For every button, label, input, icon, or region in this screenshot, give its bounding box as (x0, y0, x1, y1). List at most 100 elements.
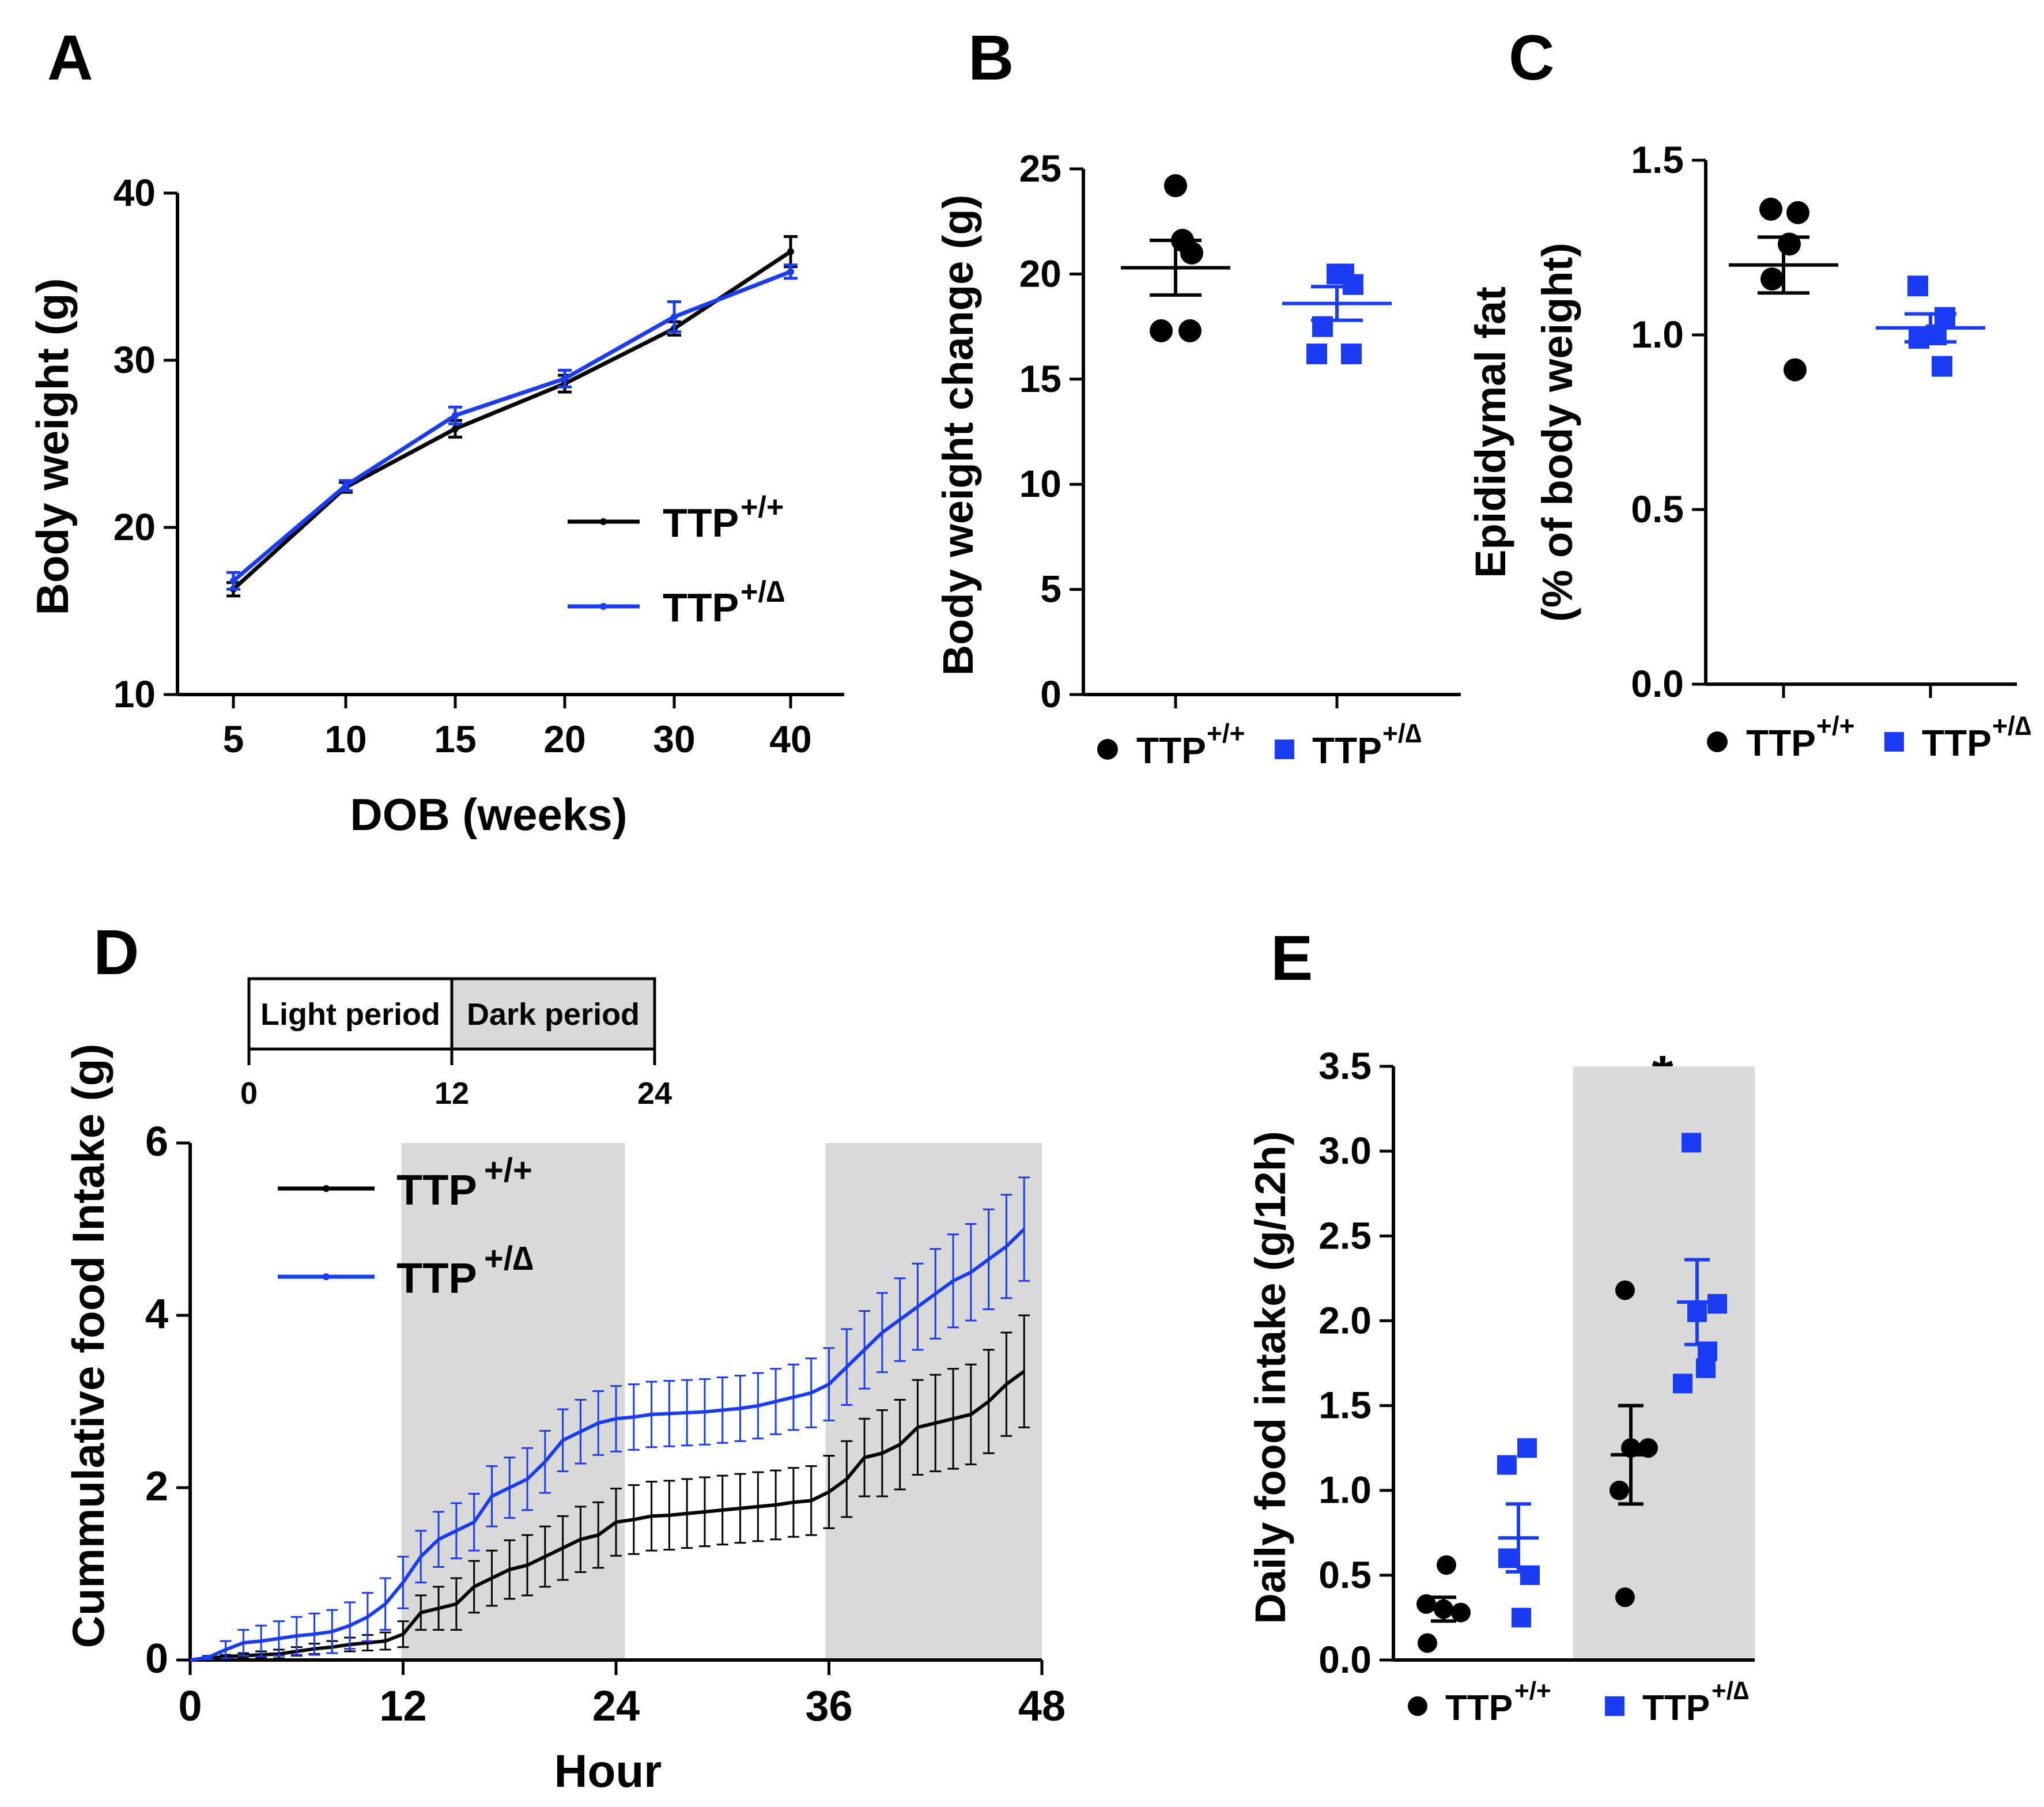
panel-a-point (230, 577, 237, 584)
panel-d-dark-period-region (825, 1143, 1042, 1660)
panel-e-y-tick-label: 1.5 (1318, 1384, 1372, 1427)
panel-a-point (452, 425, 459, 432)
panel-d-series-line (190, 1370, 1025, 1662)
panel-a-point (561, 375, 568, 382)
dark-period-box (450, 977, 656, 1051)
panel-e-legend-marker (1605, 1696, 1624, 1716)
panel-c-data-point (1932, 356, 1952, 377)
panel-d-x-tick-label: 24 (592, 1682, 640, 1730)
panel-b-data-point (1150, 319, 1173, 342)
panel-c-data-point (1784, 358, 1807, 382)
period-bar: Light period Dark period 0 12 24 (240, 977, 672, 1111)
panel-c-data-point (1759, 197, 1782, 221)
panel-b-data-point (1341, 344, 1362, 365)
panel-a-point (342, 482, 349, 489)
panel-c-data-point (1786, 201, 1809, 224)
panel-d-x-title: Hour (554, 1745, 662, 1797)
panel-e-data-point (1638, 1438, 1658, 1458)
panel-label-e: E (1271, 923, 1313, 994)
panel-e-dark-period-region (1573, 1066, 1755, 1660)
panel-b-legend-label: TTP (1136, 730, 1206, 771)
panel-e-data-point (1609, 1480, 1629, 1500)
panel-a-series-line (232, 270, 792, 583)
panel-b-y-tick-label: 10 (1019, 462, 1061, 505)
panel-c-data-point (1760, 267, 1784, 291)
panel-e-y-tick-label: 3.0 (1318, 1129, 1372, 1172)
dark-period-label: Dark period (467, 997, 640, 1032)
panel-a-point (787, 248, 794, 255)
panel-c-y-tick-label: 0.5 (1631, 488, 1684, 530)
panel-c-legend-superscript: +/∆ (1992, 711, 2031, 741)
panel-e-legend-superscript: +/∆ (1711, 1677, 1749, 1705)
panel-a-x-tick-label: 30 (653, 718, 695, 760)
panel-e-data-point (1682, 1133, 1701, 1153)
panel-e-data-point (1497, 1455, 1517, 1475)
panel-c-data-point (1907, 276, 1928, 297)
panel-e-y-tick-label: 2.5 (1318, 1214, 1372, 1257)
panel-b-y-title: Body weight change (g) (934, 195, 982, 676)
panel-b-data-point (1178, 319, 1202, 342)
panel-e-y-tick-label: 2.0 (1318, 1299, 1372, 1341)
panel-c-y-tick-label: 1.0 (1631, 313, 1684, 356)
panel-b-legend-superscript: +/+ (1207, 718, 1245, 748)
panel-c-y-title-line2: (% of body weight) (1533, 243, 1581, 622)
panel-d-y-title: Cummulative food Intake (g) (63, 1044, 114, 1648)
panel-a-y-tick-label: 30 (114, 338, 156, 381)
panel-b-y-tick-label: 0 (1040, 673, 1061, 715)
panel-e-data-point (1517, 1438, 1537, 1458)
panel-a-legend-marker (600, 603, 607, 610)
panel-a-point (787, 268, 794, 276)
panel-e-data-point (1673, 1374, 1692, 1394)
panel-e-data-point (1418, 1633, 1437, 1653)
panel-b-data-point (1180, 241, 1203, 265)
panel-a-legend-superscript: +/+ (740, 491, 784, 524)
panel-d-x-tick-label: 12 (379, 1682, 426, 1730)
panel-a-series-line (232, 250, 792, 591)
panel-d-x-tick-label: 48 (1018, 1682, 1066, 1730)
panel-e-data-point (1520, 1565, 1540, 1585)
panel-e-data-point (1615, 1280, 1635, 1300)
panel-a-x-title: DOB (weeks) (350, 789, 627, 840)
panel-c-y-title-line1: Epididymal fat (1467, 286, 1514, 578)
panel-c-legend-label: TTP (1922, 722, 1992, 764)
shaded-regions (401, 1066, 1755, 1660)
panel-c-y-tick-label: 1.5 (1631, 138, 1684, 181)
panel-b-legend-marker (1275, 740, 1294, 759)
legends: TTP +/+TTP +/∆TTP +/+ TTP +/∆ TTP +/+ TTP +/∆TTP +… (278, 491, 2031, 1728)
panel-a-x-tick-label: 20 (543, 718, 585, 760)
panel-d-dark-period-region (401, 1143, 625, 1660)
panel-d-y-tick-label: 6 (145, 1119, 168, 1165)
panel-a-y-tick-label: 10 (114, 673, 156, 715)
panel-d-legend-marker (323, 1185, 330, 1192)
panel-d-x-tick-label: 36 (805, 1682, 852, 1730)
panel-d-y-tick-label: 4 (145, 1291, 168, 1337)
panel-b-y-tick-label: 20 (1019, 252, 1061, 295)
light-period-box (247, 977, 454, 1051)
panel-d-legend-superscript: +/+ (484, 1152, 532, 1189)
panel-c-legend-marker (1707, 731, 1728, 752)
panel-a-point (452, 412, 459, 419)
panel-e-y-tick-label: 0.5 (1318, 1553, 1372, 1596)
panel-d-y-tick-label: 2 (145, 1463, 168, 1510)
chart-marks (190, 174, 1985, 1662)
panel-b-legend-label: TTP (1312, 730, 1382, 771)
period-tick-label: 24 (637, 1076, 672, 1111)
panel-b-data-point (1343, 274, 1363, 295)
panel-a-y-tick-label: 40 (114, 171, 156, 214)
panel-label-d: D (93, 917, 139, 988)
panel-a-legend-label: TTP (663, 585, 739, 630)
panel-b-legend-superscript: +/∆ (1382, 718, 1422, 748)
period-tick-label: 12 (435, 1076, 469, 1111)
panel-e-data-point (1437, 1555, 1456, 1575)
panel-d-legend-label: TTP (396, 1166, 477, 1214)
panel-e-data-point (1498, 1548, 1518, 1568)
panel-c-data-point (1909, 328, 1929, 349)
panel-b-data-point (1164, 174, 1187, 198)
panel-d-legend-label: TTP (396, 1254, 477, 1302)
panel-e-data-point (1696, 1358, 1716, 1378)
panel-b-data-point (1306, 344, 1327, 365)
panel-a-legend-label: TTP (663, 500, 739, 545)
light-period-label: Light period (260, 997, 440, 1032)
